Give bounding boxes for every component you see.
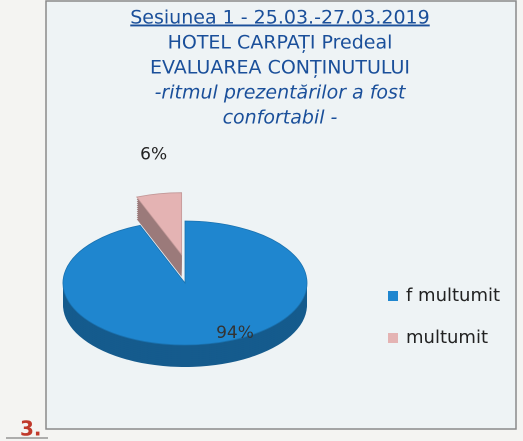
slice	[136, 192, 183, 256]
legend-label: multumit	[406, 327, 488, 348]
slice	[62, 220, 308, 346]
legend: f multumit multumit	[388, 285, 500, 348]
chart-subtitle: -ritmul prezentărilor a fost	[155, 82, 407, 104]
chart-title: EVALUAREA CONȚINUTULUI	[150, 57, 410, 79]
chart-subtitle: confortabil -	[223, 107, 338, 129]
chart-title: HOTEL CARPAȚI Predeal	[168, 32, 393, 54]
data-label: 6%	[140, 145, 167, 165]
titles: Sesiunea 1 - 25.03.-27.03.2019 HOTEL CARP…	[130, 7, 429, 129]
legend-swatch	[388, 333, 398, 343]
data-label: 94%	[216, 323, 254, 343]
figure-number: 3.	[20, 417, 42, 441]
legend-swatch	[388, 291, 398, 301]
pie: 94% 6%	[62, 145, 308, 367]
chart-title: Sesiunea 1 - 25.03.-27.03.2019	[130, 7, 429, 29]
legend-label: f multumit	[406, 285, 500, 306]
